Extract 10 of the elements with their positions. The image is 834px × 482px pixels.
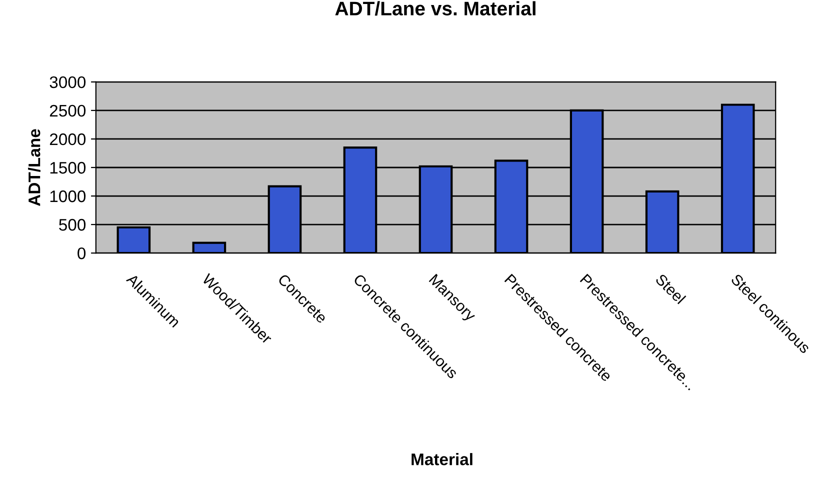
y-tick-label: 1000 <box>50 190 86 202</box>
y-axis-title: ADT/Lane <box>28 129 40 206</box>
y-tick-label: 0 <box>78 247 86 260</box>
x-axis-title: Material <box>412 453 472 466</box>
y-tick-label: 1500 <box>50 162 86 174</box>
y-tick-label: 3000 <box>50 76 86 88</box>
y-tick-label: 2500 <box>50 104 86 117</box>
y-tick-label: 500 <box>59 218 86 231</box>
chart-title: ADT/Lane vs. Material <box>335 1 536 16</box>
y-tick-label: 2000 <box>50 133 86 146</box>
